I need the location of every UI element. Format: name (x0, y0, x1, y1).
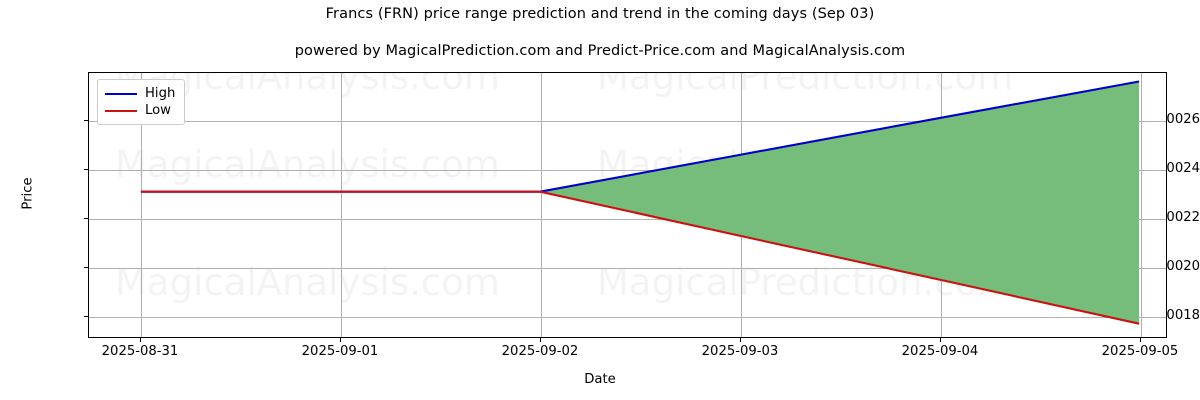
gridline-v-0 (141, 73, 142, 337)
legend-label-high: High (145, 85, 176, 101)
gridline-h-4 (89, 317, 1166, 318)
chart-title: Francs (FRN) price range prediction and … (325, 6, 875, 22)
legend-swatch-low-icon (105, 109, 137, 112)
chart-legend: High Low (97, 79, 186, 125)
y-tick-mark-1 (84, 169, 88, 171)
y-axis-label: Price (20, 177, 36, 210)
gridline-h-2 (89, 219, 1166, 220)
y-tick-mark-2 (84, 218, 88, 220)
x-tick-mark-3 (740, 338, 742, 342)
legend-label-low: Low (145, 102, 171, 118)
gridline-h-1 (89, 170, 1166, 171)
legend-swatch-high-icon (105, 92, 137, 95)
x-tick-label-1: 2025-09-01 (301, 344, 379, 359)
series-line-low (140, 190, 1140, 325)
x-tick-mark-4 (940, 338, 942, 342)
x-tick-label-2: 2025-09-02 (501, 344, 579, 359)
x-tick-label-5: 2025-09-05 (1101, 344, 1179, 359)
range-band-area (140, 81, 1140, 324)
y-tick-mark-3 (84, 267, 88, 269)
legend-item-low[interactable]: Low (105, 102, 175, 119)
x-tick-mark-1 (340, 338, 342, 342)
gridline-v-5 (1141, 73, 1142, 337)
gridline-v-2 (541, 73, 542, 337)
x-axis-label: Date (584, 372, 616, 387)
plot-area: MagicalAnalysis.com MagicalPrediction.co… (88, 72, 1167, 338)
y-tick-mark-4 (84, 316, 88, 318)
x-tick-mark-0 (140, 338, 142, 342)
legend-item-high[interactable]: High (105, 85, 175, 102)
gridline-h-0 (89, 121, 1166, 122)
y-tick-mark-0 (84, 120, 88, 122)
chart-subtitle: powered by MagicalPrediction.com and Pre… (294, 43, 906, 59)
gridline-v-1 (341, 73, 342, 337)
x-tick-label-4: 2025-09-04 (901, 344, 979, 359)
x-tick-label-0: 2025-08-31 (101, 344, 179, 359)
chart-data-layer (140, 80, 1140, 325)
x-tick-mark-5 (1140, 338, 1142, 342)
x-tick-label-3: 2025-09-03 (701, 344, 779, 359)
x-tick-mark-2 (540, 338, 542, 342)
gridline-h-3 (89, 268, 1166, 269)
